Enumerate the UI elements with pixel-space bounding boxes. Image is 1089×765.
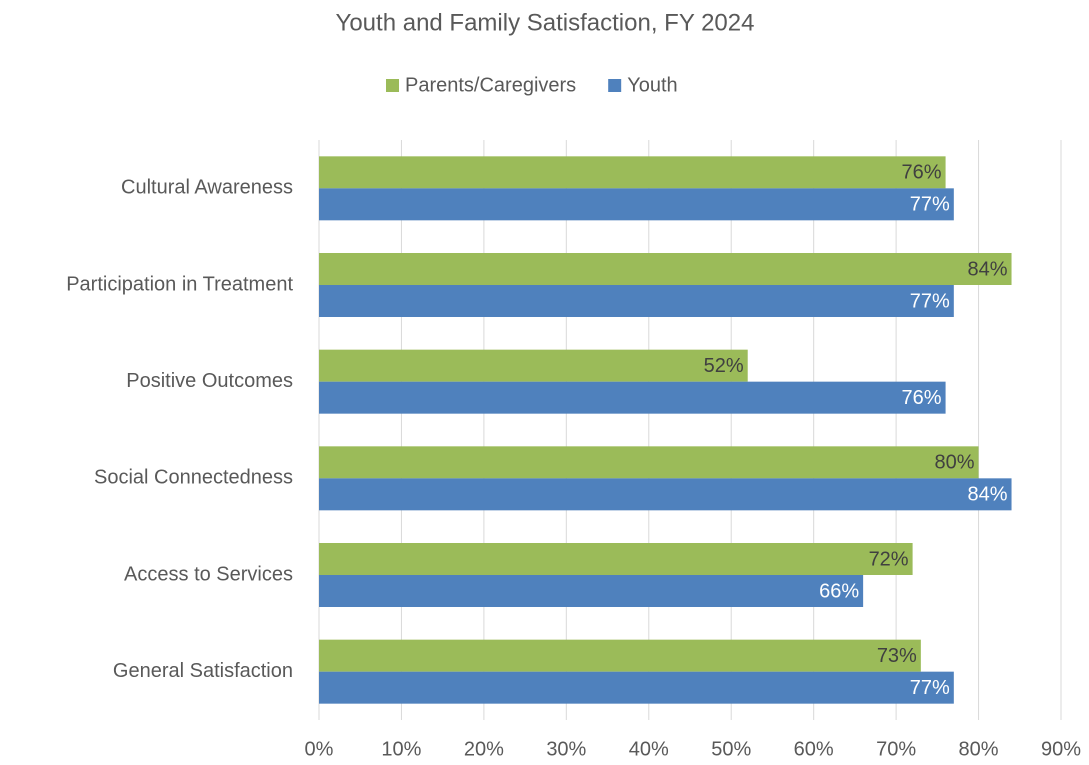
bar	[319, 156, 946, 189]
x-tick-label: 60%	[794, 738, 834, 760]
data-label: 52%	[704, 355, 744, 377]
bar	[319, 639, 921, 672]
bar	[319, 381, 946, 414]
data-label: 72%	[869, 548, 909, 570]
y-tick-label: General Satisfaction	[113, 660, 293, 682]
data-label: 76%	[902, 387, 942, 409]
x-tick-label: 0%	[305, 738, 334, 760]
data-label: 84%	[968, 258, 1008, 280]
data-label: 77%	[910, 677, 950, 699]
legend-swatch	[386, 79, 399, 92]
bar	[319, 478, 1012, 511]
data-label: 66%	[819, 580, 859, 602]
x-tick-label: 10%	[381, 738, 421, 760]
y-tick-label: Cultural Awareness	[121, 177, 293, 199]
bar	[319, 188, 954, 221]
data-label: 73%	[877, 645, 917, 667]
x-tick-label: 20%	[464, 738, 504, 760]
x-tick-label: 80%	[959, 738, 999, 760]
legend-label: Parents/Caregivers	[405, 74, 576, 96]
data-label: 77%	[910, 290, 950, 312]
x-tick-label: 40%	[629, 738, 669, 760]
data-label: 76%	[902, 162, 942, 184]
bar	[319, 285, 954, 317]
data-label: 84%	[968, 484, 1008, 506]
bar	[319, 543, 913, 575]
y-tick-label: Participation in Treatment	[66, 273, 293, 295]
y-tick-label: Positive Outcomes	[126, 370, 293, 392]
data-label: 77%	[910, 194, 950, 216]
bar	[319, 446, 979, 479]
legend-label: Youth	[627, 74, 677, 96]
x-tick-label: 50%	[711, 738, 751, 760]
x-tick-label: 90%	[1041, 738, 1081, 760]
x-tick-label: 70%	[876, 738, 916, 760]
chart-title: Youth and Family Satisfaction, FY 2024	[336, 9, 755, 36]
bar	[319, 671, 954, 704]
bar	[319, 349, 748, 382]
y-tick-label: Social Connectedness	[94, 467, 293, 489]
bar	[319, 575, 864, 607]
x-tick-label: 30%	[546, 738, 586, 760]
legend-swatch	[608, 79, 622, 92]
bar	[319, 253, 1012, 285]
data-label: 80%	[935, 452, 975, 474]
y-tick-label: Access to Services	[124, 563, 293, 585]
